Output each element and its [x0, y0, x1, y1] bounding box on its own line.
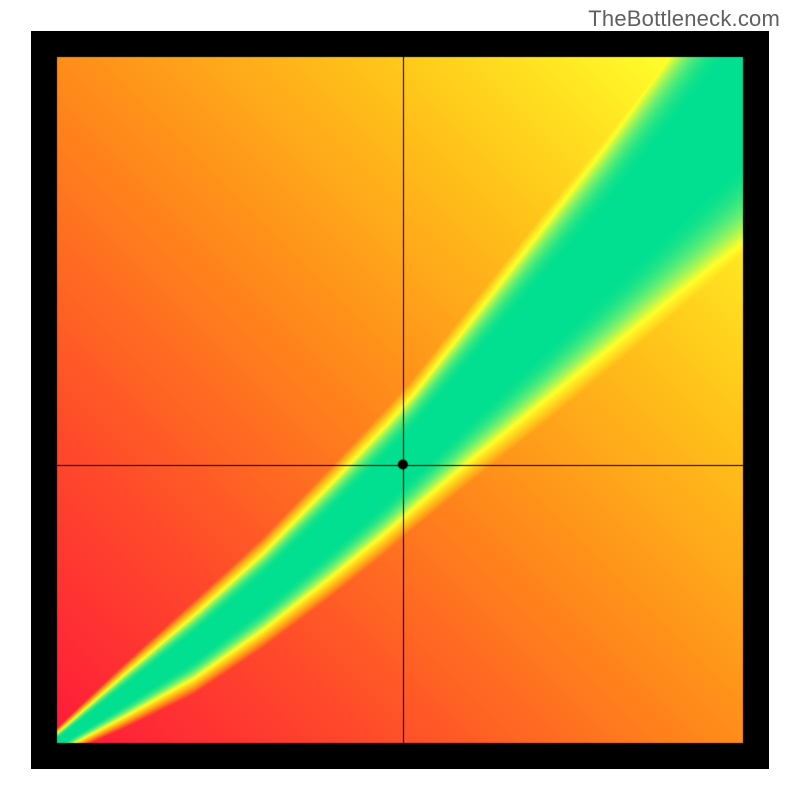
plot-border — [31, 31, 769, 769]
heatmap-canvas — [31, 31, 769, 769]
chart-container: TheBottleneck.com — [0, 0, 800, 800]
watermark-text: TheBottleneck.com — [588, 6, 780, 32]
